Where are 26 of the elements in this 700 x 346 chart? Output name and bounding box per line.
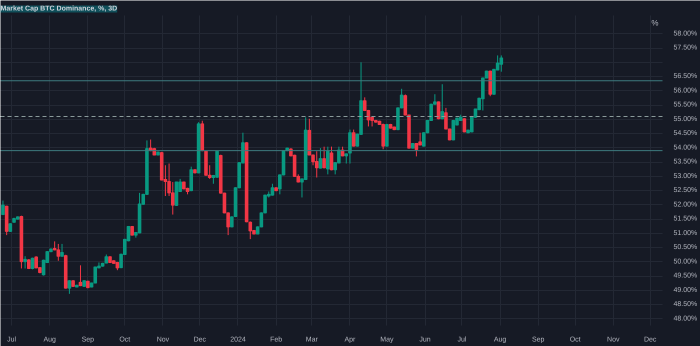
candlestick — [414, 142, 418, 157]
candlestick — [462, 118, 466, 133]
candlestick — [488, 70, 492, 97]
candlestick — [78, 264, 82, 287]
candlestick — [314, 150, 319, 178]
candlestick — [326, 146, 330, 175]
candlestick — [352, 129, 356, 148]
candlestick — [60, 243, 64, 258]
candlestick — [452, 119, 456, 141]
candlestick — [204, 150, 208, 176]
candlestick — [348, 129, 352, 164]
candlestick — [23, 256, 27, 269]
candlestick — [318, 148, 322, 170]
candlestick — [436, 100, 440, 120]
candlestick — [56, 243, 60, 262]
y-axis-title: % — [651, 18, 659, 28]
candlestick — [30, 257, 34, 270]
candlestick — [34, 256, 38, 269]
candlestick — [500, 54, 504, 72]
candlestick — [330, 146, 334, 171]
candlestick — [189, 166, 194, 192]
candlestick — [1, 200, 5, 216]
candlestick — [322, 146, 326, 169]
candlestick — [68, 280, 72, 294]
candlestick — [418, 132, 422, 146]
candlestick — [381, 123, 385, 150]
